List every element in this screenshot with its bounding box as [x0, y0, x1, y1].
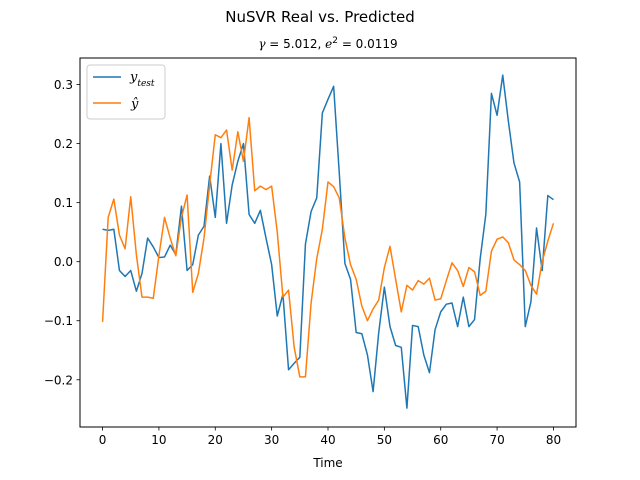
- x-tick-label: 80: [546, 433, 561, 447]
- y-tick-label: −0.2: [44, 373, 73, 387]
- legend-label-y-test: ytest: [129, 70, 155, 89]
- x-tick-label: 70: [489, 433, 504, 447]
- x-tick-label: 20: [208, 433, 223, 447]
- y-axis: −0.2 −0.1 0.0 0.1 0.2 0.3: [44, 78, 80, 387]
- series-line-y-hat: [101, 116, 555, 378]
- x-tick-label: 50: [377, 433, 392, 447]
- y-tick-label: 0.3: [54, 78, 73, 92]
- chart-subtitle: γ = 5.012, e2 = 0.0119: [258, 36, 397, 51]
- x-tick-label: 0: [99, 433, 107, 447]
- x-tick-label: 10: [151, 433, 166, 447]
- y-tick-label: 0.1: [54, 196, 73, 210]
- x-axis-label: Time: [312, 456, 342, 470]
- x-axis: 0 10 20 30 40 50 60 70 80: [99, 427, 561, 447]
- series-layer: [101, 74, 555, 409]
- x-tick-label: 30: [264, 433, 279, 447]
- y-tick-label: 0.0: [54, 255, 73, 269]
- y-tick-label: 0.2: [54, 137, 73, 151]
- legend: ytest ŷ: [86, 64, 166, 120]
- legend-label-y-hat: ŷ: [130, 97, 139, 112]
- legend-box: [86, 64, 166, 120]
- y-tick-label: −0.1: [44, 314, 73, 328]
- x-tick-label: 40: [320, 433, 335, 447]
- x-tick-label: 60: [433, 433, 448, 447]
- chart-title: NuSVR Real vs. Predicted: [225, 8, 414, 26]
